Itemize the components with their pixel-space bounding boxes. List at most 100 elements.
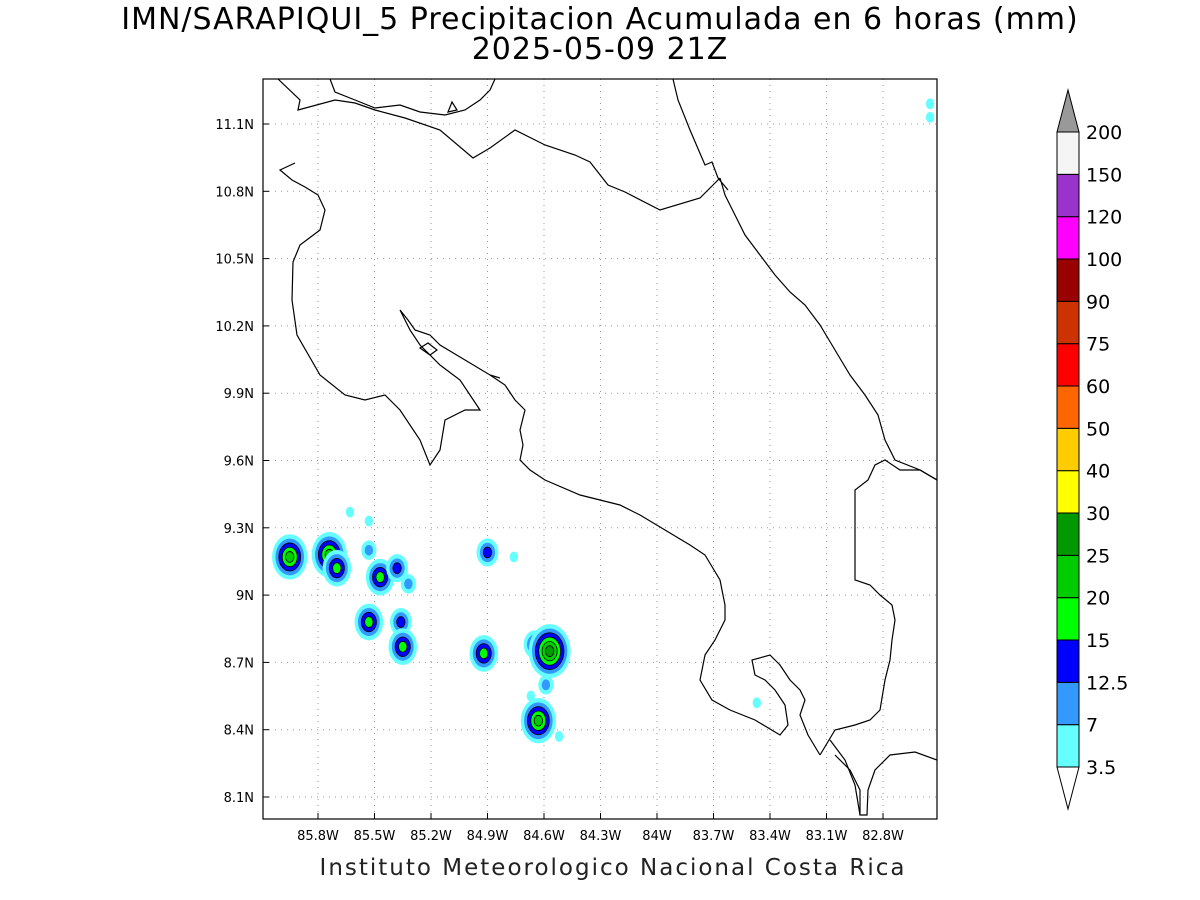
colorbar-swatch <box>1056 554 1080 599</box>
precip-cell <box>752 697 762 709</box>
precip-contour <box>285 551 295 563</box>
colorbar-label: 40 <box>1086 461 1110 483</box>
precip-contour <box>526 690 536 702</box>
longitude-axis: 85.8W 85.5W 85.2W 84.9W 84.6W 84.3W 84W 83.7W 83… <box>297 813 904 844</box>
lat-tick-label: 10.5N <box>215 253 254 268</box>
colorbar-swatch <box>1056 597 1080 641</box>
colorbar-label: 100 <box>1086 249 1122 271</box>
footer-credit: Instituto Meteorologico Nacional Costa R… <box>319 855 907 881</box>
lon-tick-label: 85.8W <box>297 829 339 844</box>
precip-contour <box>541 679 551 691</box>
coastline <box>277 79 937 816</box>
colorbar-swatch <box>1056 427 1080 472</box>
lat-tick-label: 8.4N <box>224 724 254 739</box>
precip-contour <box>398 640 408 653</box>
colorbar-label: 50 <box>1086 418 1110 440</box>
colorbar-over-arrow <box>1056 88 1080 133</box>
colorbar-label: 60 <box>1086 376 1110 398</box>
lat-tick-label: 9.9N <box>224 387 254 402</box>
colorbar-label: 7 <box>1086 715 1098 737</box>
precip-contour <box>752 697 762 709</box>
colorbar-label: 30 <box>1086 503 1110 525</box>
precip-cell <box>322 549 352 587</box>
colorbar-swatch <box>1056 681 1080 726</box>
colorbar-swatch <box>1056 385 1080 429</box>
colorbar-label: 3.5 <box>1086 757 1116 779</box>
latitude-axis: 11.1N 10.8N 10.5N 10.2N 9.9N 9.6N 9.3N 9N 8.7N 8.… <box>215 118 269 806</box>
lat-tick-label: 8.7N <box>224 656 254 671</box>
caribbean-coast <box>719 177 937 481</box>
pacific-central <box>489 374 821 756</box>
lat-tick-label: 10.2N <box>215 320 254 335</box>
precip-cell <box>365 558 395 596</box>
lon-tick-label: 83.4W <box>749 829 791 844</box>
caribbean-north <box>672 79 729 191</box>
colorbar-label: 120 <box>1086 207 1122 229</box>
precip-cell <box>272 534 308 580</box>
precip-cell <box>925 111 935 123</box>
precip-cell <box>476 538 499 567</box>
colorbar-under-arrow <box>1056 766 1080 811</box>
precip-contour <box>364 515 374 527</box>
lon-tick-label: 83.7W <box>693 829 735 844</box>
lake-island <box>447 100 458 113</box>
map-frame <box>262 78 938 820</box>
precip-contour <box>332 562 342 574</box>
precip-contour <box>482 546 493 559</box>
precip-cell <box>925 98 935 110</box>
lon-tick-label: 83.1W <box>806 829 848 844</box>
precip-contour <box>554 731 564 742</box>
precip-cell <box>361 540 377 560</box>
precip-contour <box>396 616 406 628</box>
precip-contour <box>509 551 519 563</box>
precip-contour <box>375 571 385 583</box>
lat-tick-label: 11.1N <box>215 118 254 133</box>
lake-nicaragua-shore <box>277 79 721 211</box>
lat-tick-label: 9.6N <box>224 455 254 470</box>
precip-cell <box>509 551 519 563</box>
lon-tick-label: 84W <box>642 829 672 844</box>
colorbar-label: 25 <box>1086 545 1110 567</box>
lon-tick-label: 84.6W <box>523 829 565 844</box>
precip-contour <box>545 645 555 657</box>
precip-cell <box>538 675 554 695</box>
colorbar-swatch <box>1056 300 1080 345</box>
precip-contour <box>925 111 935 123</box>
lat-tick-label: 10.8N <box>215 185 254 200</box>
precip-contour <box>364 616 374 628</box>
lon-tick-label: 85.5W <box>354 829 396 844</box>
precip-cell <box>388 628 418 666</box>
lon-tick-label: 84.3W <box>580 829 622 844</box>
colorbar-swatch <box>1056 470 1080 514</box>
nicoya-gulf-island <box>418 342 439 356</box>
colorbar-swatch <box>1056 173 1080 218</box>
colorbar-swatch <box>1056 724 1080 768</box>
pacific-south <box>819 459 937 756</box>
precip-cell <box>528 624 571 679</box>
precip-contour <box>392 562 402 574</box>
burica-peninsula <box>829 739 937 816</box>
colorbar-label: 12.5 <box>1086 672 1128 694</box>
precip-cell <box>386 554 409 583</box>
lake-nicaragua-north-shore <box>329 79 496 116</box>
colorbar-legend: 3.5 7 12.5 15 20 25 30 40 50 60 75 90 100 120 150 200 <box>1056 88 1128 811</box>
lon-tick-label: 85.2W <box>410 829 452 844</box>
colorbar-swatch <box>1056 216 1080 260</box>
precip-cell <box>520 698 556 744</box>
chart-title: IMN/SARAPIQUI_5 Precipitacion Acumulada … <box>121 2 1079 37</box>
lon-tick-label: 82.8W <box>862 829 904 844</box>
lat-tick-label: 9N <box>236 589 254 604</box>
colorbar-swatch <box>1056 131 1080 175</box>
precip-cell <box>554 731 564 742</box>
colorbar-label: 20 <box>1086 588 1110 610</box>
lat-tick-label: 9.3N <box>224 522 254 537</box>
precip-contour <box>364 544 374 556</box>
precip-cells <box>272 98 935 744</box>
precip-contour <box>925 98 935 110</box>
precip-cell <box>364 515 374 527</box>
colorbar-label: 15 <box>1086 630 1110 652</box>
colorbar-swatch <box>1056 512 1080 556</box>
precip-contour <box>345 506 355 518</box>
precip-contour <box>404 578 413 590</box>
